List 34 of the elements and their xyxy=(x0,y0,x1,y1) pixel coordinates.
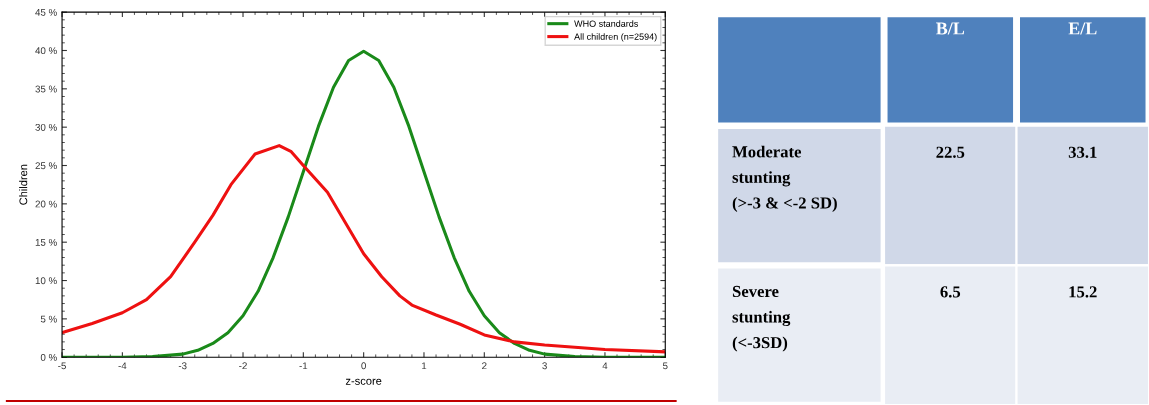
y-axis-title: Children xyxy=(19,164,28,205)
y-tick-label: 40 % xyxy=(35,47,57,55)
x-tick-label: 4 xyxy=(602,362,608,370)
y-tick-label: 10 % xyxy=(35,277,57,285)
x-axis-title: z-score xyxy=(345,378,382,385)
x-tick-label: 3 xyxy=(542,362,547,370)
y-tick-label: 30 % xyxy=(35,123,57,131)
y-tick-label: 0 % xyxy=(40,353,57,361)
data-label: 15.2 xyxy=(1069,286,1097,298)
data-label: 22.5 xyxy=(936,146,965,158)
y-tick-label: 20 % xyxy=(35,200,57,208)
y-tick-label: Severe stunting (<-3SD) xyxy=(732,285,791,352)
x-tick-label: B/L xyxy=(936,22,965,35)
x-tick-label: -2 xyxy=(239,362,247,370)
y-tick-label: Moderate stunting (>-3 & <-2 SD) xyxy=(732,145,837,212)
x-tick-label: E/L xyxy=(1068,22,1097,35)
x-tick-label: -1 xyxy=(299,362,308,370)
x-tick-label: 1 xyxy=(422,362,427,370)
x-tick-label: 5 xyxy=(662,362,668,370)
legend-label: WHO standards xyxy=(574,20,638,27)
x-tick-label: -5 xyxy=(58,362,66,370)
y-tick-label: 15 % xyxy=(35,238,57,246)
y-tick-label: 25 % xyxy=(35,162,57,170)
x-tick-label: -4 xyxy=(118,362,127,370)
x-tick-label: 0 xyxy=(361,362,366,370)
y-tick-label: 45 % xyxy=(35,8,57,16)
y-tick-label: 5 % xyxy=(40,315,57,323)
x-tick-label: -3 xyxy=(178,362,187,370)
data-label: 6.5 xyxy=(940,286,961,298)
legend-label: All children (n=2594) xyxy=(574,33,657,42)
data-label: 33.1 xyxy=(1068,146,1097,158)
line-series xyxy=(62,144,666,354)
x-tick-label: 2 xyxy=(482,362,487,370)
y-tick-label: 35 % xyxy=(35,85,57,93)
